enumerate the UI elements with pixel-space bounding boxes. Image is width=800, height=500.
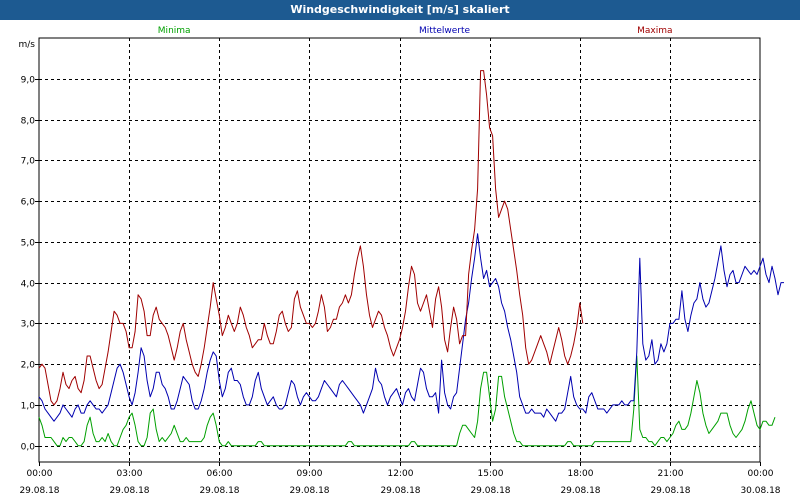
legend-mittelwerte: Mittelwerte [419,26,470,36]
series-line-minima [38,355,776,447]
x-tick-label-time: 21:00 [658,469,684,479]
x-tick-label-date: 29.08.18 [199,486,239,496]
x-tick-label-time: 03:00 [117,469,143,479]
series-line-mittelwerte [38,233,784,422]
y-tick-label: 9,0 [21,76,36,86]
series-line-maxima [38,70,584,406]
x-tick-label-date: 30.08.18 [740,486,780,496]
y-tick-label: 1,0 [21,402,36,412]
y-tick-label: 4,0 [21,280,36,290]
legend-minima: Minima [158,26,191,36]
window-titlebar: Windgeschwindigkeit [m/s] skaliert [0,0,800,20]
x-tick-label-date: 29.08.18 [19,486,59,496]
x-tick-label-date: 29.08.18 [109,486,149,496]
x-tick-label-date: 29.08.18 [380,486,420,496]
y-tick-label: 8,0 [21,117,36,127]
legend-maxima: Maxima [637,26,672,36]
y-tick-label: 0,0 [21,443,36,453]
x-tick-label-time: 09:00 [297,469,323,479]
x-tick-label-date: 29.08.18 [470,486,510,496]
chart-title: Windgeschwindigkeit [m/s] skaliert [290,3,510,16]
x-tick-label-time: 15:00 [478,469,504,479]
x-tick-label-time: 06:00 [207,469,233,479]
x-tick-label-date: 29.08.18 [560,486,600,496]
x-tick-label-time: 00:00 [27,469,53,479]
x-tick-label-time: 18:00 [568,469,594,479]
plot-area-frame [38,37,761,463]
y-tick-label: 7,0 [21,157,36,167]
x-tick-label-date: 29.08.18 [650,486,690,496]
y-tick-label: 2,0 [21,361,36,371]
y-axis-unit-label: m/s [19,40,36,50]
y-tick-label: 3,0 [21,320,36,330]
grid-lines [35,38,761,466]
x-tick-label-time: 00:00 [748,469,774,479]
x-tick-label-time: 12:00 [388,469,414,479]
x-tick-label-date: 29.08.18 [289,486,329,496]
y-tick-label: 5,0 [21,239,36,249]
axis-labels: 0,0 1,0 2,0 3,0 4,0 5,0 6,0 7,0 8,0 9,0 00:00 29.08… [19,26,781,496]
series-lines [38,70,784,447]
y-tick-label: 6,0 [21,198,36,208]
